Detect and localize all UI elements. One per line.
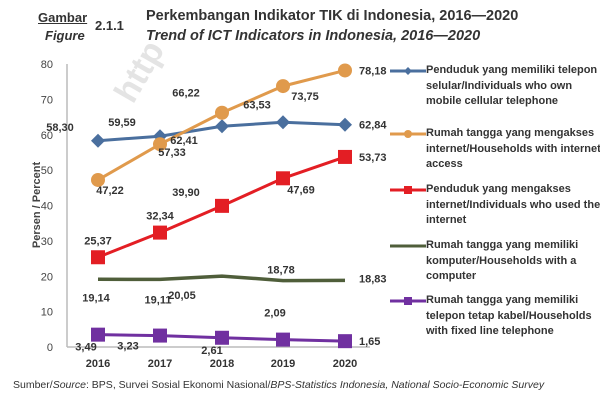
legend-label: Penduduk yang mengakses internet/Individ…: [426, 183, 600, 226]
data-label: 62,41: [170, 135, 198, 147]
series-3: [91, 149, 352, 265]
data-label: 20,05: [168, 290, 196, 302]
legend-label: Rumah tangga yang mengakses internet/Hou…: [426, 127, 600, 170]
data-label: 1,65: [359, 336, 380, 348]
data-point-diamond: [215, 119, 229, 134]
data-label: 18,78: [267, 265, 295, 277]
legend-swatch: [390, 130, 426, 138]
source-text-italic: BPS-Statistics Indonesia, National Socio…: [270, 379, 545, 391]
data-label: 32,34: [146, 211, 174, 223]
data-point-square: [338, 149, 352, 164]
data-point-circle: [91, 172, 105, 187]
legend-swatch: [390, 244, 426, 248]
source-text: : BPS, Survei Sosial Ekonomi Nasional/: [85, 379, 271, 391]
y-tick-label: 10: [41, 307, 53, 319]
legend-swatch-marker: [404, 130, 412, 138]
data-point-circle: [276, 79, 290, 94]
data-label: 3,23: [117, 341, 138, 353]
data-point-square: [338, 334, 352, 349]
data-label: 18,83: [359, 273, 387, 285]
y-axis-label: Persen / Percent: [31, 162, 43, 249]
series-2: [91, 63, 352, 187]
y-tick-label: 70: [41, 94, 53, 106]
x-tick-label: 2020: [333, 358, 357, 370]
data-point-square: [215, 198, 229, 213]
legend-swatch: [390, 67, 426, 75]
data-point-circle: [338, 63, 352, 78]
data-label: 47,22: [96, 185, 124, 197]
data-label: 58,30: [46, 122, 74, 134]
data-label: 59,59: [108, 117, 136, 129]
data-point-square: [215, 330, 229, 345]
data-point-square: [153, 225, 167, 240]
data-point-diamond: [276, 115, 290, 130]
y-tick-label: 50: [41, 165, 53, 177]
axes: 0 10 20 30 40 50 60 70 80 2016 2017 2018 2019 2020: [41, 59, 370, 370]
source-note: Sumber/Source: BPS, Survei Sosial Ekonom…: [13, 379, 544, 391]
figure-number: 2.1.1: [95, 18, 124, 33]
data-label: 19,11: [145, 294, 172, 306]
data-point-square: [153, 328, 167, 343]
data-label: 25,37: [84, 235, 112, 247]
x-tick-label: 2016: [86, 358, 110, 370]
data-point-square: [276, 332, 290, 347]
data-labels-layer: 58,30 59,59 62,41 63,53 62,84 47,22 57,33 66,22…: [46, 65, 387, 356]
legend-swatch-marker: [404, 67, 412, 75]
data-label: 53,73: [359, 152, 387, 164]
source-prefix-italic: Source: [52, 379, 86, 391]
x-tick-label: 2017: [148, 358, 172, 370]
data-point-circle: [215, 105, 229, 120]
data-label: 3,49: [75, 342, 96, 354]
data-label: 57,33: [158, 147, 186, 159]
chart-title-en: Trend of ICT Indicators in Indonesia, 20…: [146, 28, 481, 44]
series-4: [97, 274, 346, 283]
legend-label: Penduduk yang memiliki telepon selular/I…: [426, 64, 598, 107]
figure-label-en: Figure: [45, 28, 85, 43]
y-tick-label: 30: [41, 236, 53, 248]
data-label: 2,61: [201, 345, 222, 357]
legend-swatch: [390, 297, 426, 305]
series-5: [91, 327, 352, 349]
data-label: 63,53: [243, 99, 271, 111]
data-point-square: [91, 327, 105, 342]
data-point-diamond: [91, 133, 105, 148]
y-tick-label: 80: [41, 59, 53, 71]
series-line: [97, 274, 346, 283]
x-tick-label: 2018: [210, 358, 234, 370]
legend-label: Rumah tangga yang memiliki telepon tetap…: [426, 294, 592, 337]
data-label: 39,90: [172, 187, 200, 199]
chart-title-id: Perkembangan Indikator TIK di Indonesia,…: [146, 8, 519, 24]
y-tick-label: 60: [41, 130, 53, 142]
data-label: 78,18: [359, 65, 387, 77]
figure-label-id: Gambar: [38, 10, 88, 25]
legend-label: Rumah tangga yang memiliki komputer/Hous…: [426, 239, 579, 282]
data-point-square: [91, 250, 105, 265]
y-tick-label: 0: [47, 342, 53, 354]
data-label: 62,84: [359, 120, 387, 132]
data-label: 73,75: [291, 91, 319, 103]
y-tick-label: 20: [41, 271, 53, 283]
legend-swatch-marker: [404, 297, 412, 305]
data-point-circle: [153, 137, 167, 152]
x-tick-label: 2019: [271, 358, 295, 370]
legend-swatch-marker: [404, 186, 412, 194]
watermark: http: [107, 34, 172, 109]
data-label: 66,22: [172, 88, 200, 100]
data-label: 19,14: [82, 292, 110, 304]
data-point-square: [276, 171, 290, 186]
data-label: 47,69: [287, 184, 315, 196]
data-point-diamond: [338, 117, 352, 132]
source-prefix: Sumber/: [13, 379, 53, 391]
series-layer: [91, 63, 352, 349]
y-tick-label: 40: [41, 201, 53, 213]
legend-swatch: [390, 186, 426, 194]
data-label: 2,09: [264, 308, 285, 320]
